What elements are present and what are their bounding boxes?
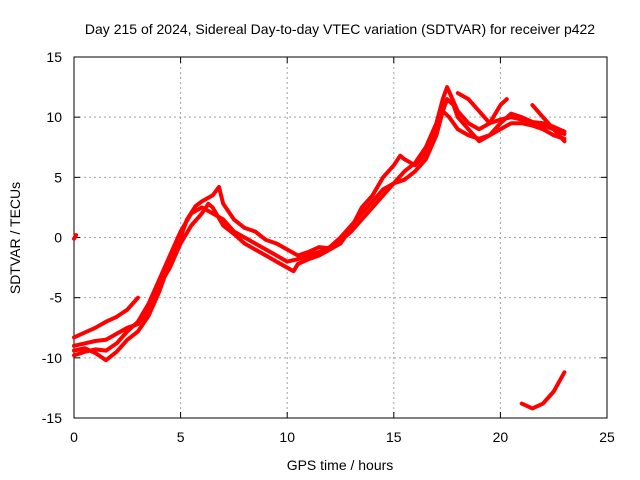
data-series [72, 85, 567, 411]
series-track-h [519, 370, 567, 411]
series-track-g [530, 103, 567, 144]
axis-ticks [73, 56, 608, 419]
x-tick-label: 15 [386, 429, 402, 445]
series-track-b [72, 295, 140, 340]
x-tick-label: 25 [599, 429, 615, 445]
series-track-c [72, 85, 567, 363]
x-axis-label: GPS time / hours [287, 457, 394, 473]
x-tick-labels: 0 5 10 15 20 25 [70, 429, 615, 445]
series-track-e [72, 97, 567, 348]
y-tick-label: -15 [42, 410, 62, 426]
x-tick-label: 5 [177, 429, 185, 445]
y-axis-label: SDTVAR / TECUs [7, 182, 23, 294]
y-tick-label: 15 [46, 49, 62, 65]
series-track-f [455, 91, 509, 126]
x-tick-label: 0 [70, 429, 78, 445]
series-track-a [72, 233, 79, 241]
y-tick-labels: -15 -10 -5 0 5 10 15 [42, 49, 62, 426]
chart-title: Day 215 of 2024, Sidereal Day-to-day VTE… [85, 21, 595, 37]
x-tick-label: 10 [279, 429, 295, 445]
y-tick-label: -5 [50, 290, 63, 306]
y-tick-label: 0 [54, 230, 62, 246]
y-tick-label: 5 [54, 169, 62, 185]
x-tick-label: 20 [493, 429, 509, 445]
y-tick-label: -10 [42, 350, 62, 366]
y-tick-label: 10 [46, 109, 62, 125]
